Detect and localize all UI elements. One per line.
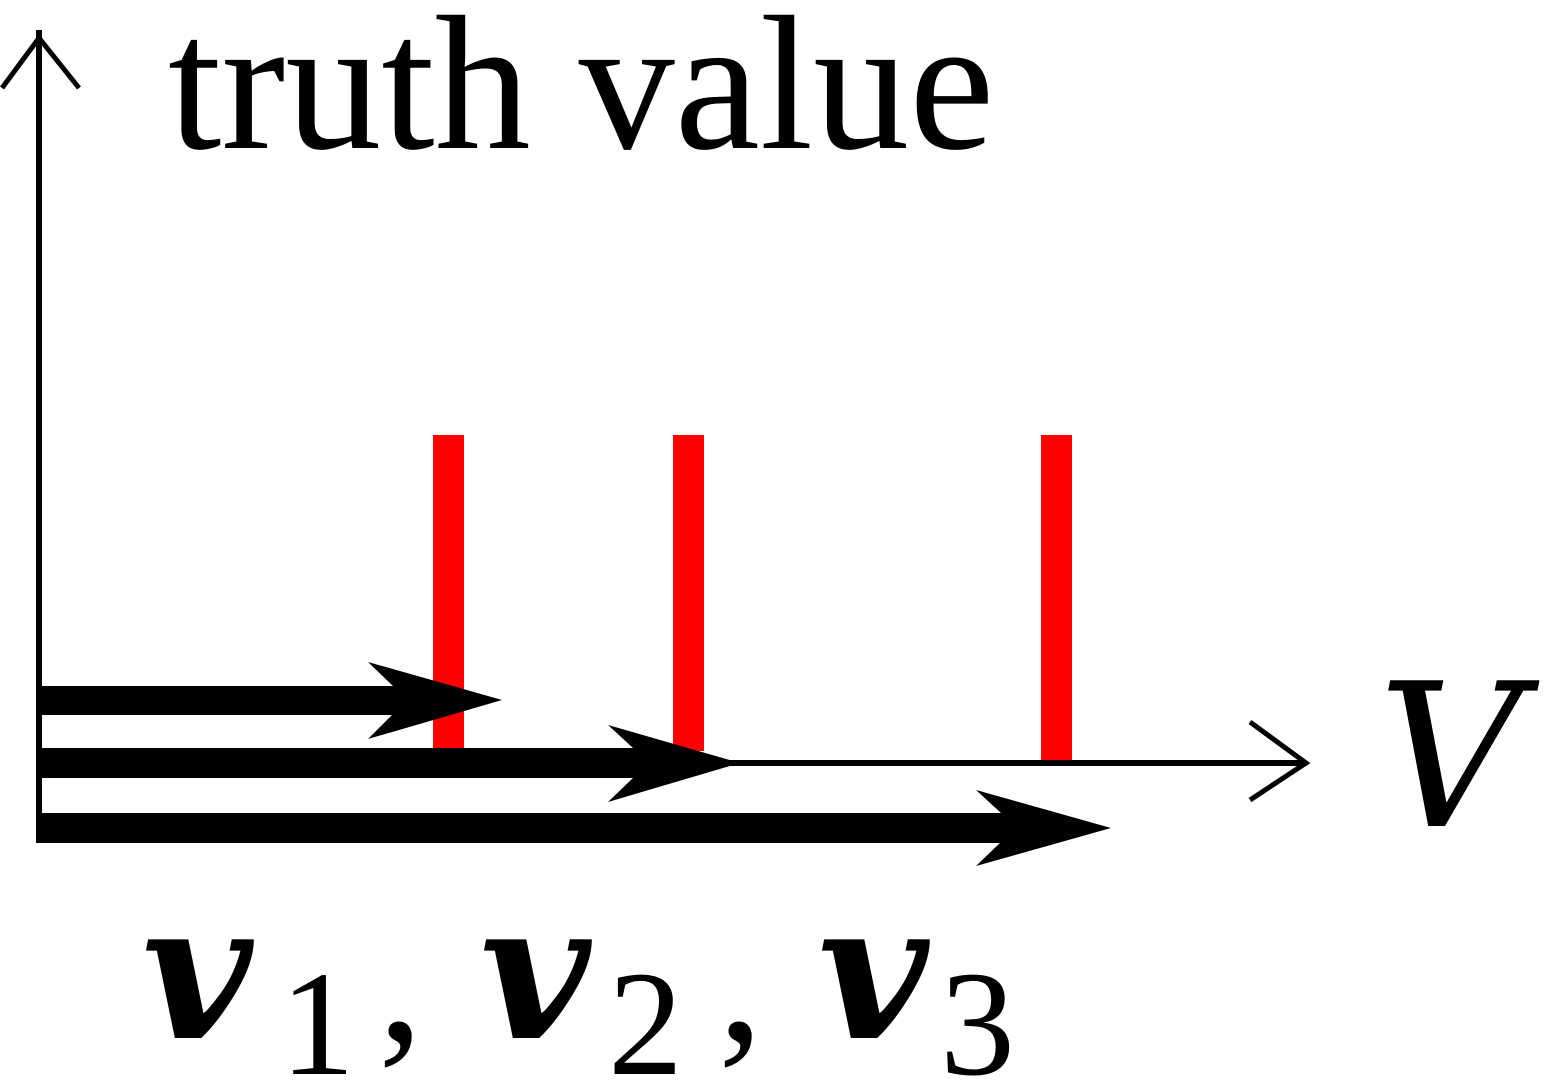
red-marker-3 <box>1041 435 1072 761</box>
vector-v2 <box>36 725 740 802</box>
vectors <box>36 662 1111 866</box>
vector-v2-shaft <box>36 748 676 778</box>
vector-v3-shaft <box>36 813 1046 843</box>
vector-v3 <box>36 790 1111 866</box>
caption-v3-letter: v <box>818 860 931 1083</box>
x-axis-arrowhead <box>1248 719 1311 803</box>
y-axis-arrowhead <box>0 33 81 90</box>
vector-v1 <box>36 662 502 739</box>
red-marker-2 <box>673 435 704 751</box>
vector-caption: v 1 , v 2 , v 3 <box>142 860 1015 1084</box>
caption-v2-letter: v <box>480 860 593 1083</box>
x-axis-label: V <box>1378 641 1540 874</box>
caption-v2-subscript: 2 <box>608 941 683 1084</box>
caption-comma-2: , <box>718 880 763 1079</box>
vector-v2-head <box>608 725 740 802</box>
x-axis <box>700 719 1311 803</box>
vector-v1-head <box>368 662 502 739</box>
vector-v1-shaft <box>36 686 436 715</box>
caption-v3-subscript: 3 <box>940 941 1015 1084</box>
caption-comma-1: , <box>378 880 423 1079</box>
red-markers <box>433 435 1072 761</box>
y-axis-label: truth value <box>168 0 994 190</box>
caption-v1-letter: v <box>142 860 255 1083</box>
vector-v3-head <box>976 790 1111 866</box>
caption-v1-subscript: 1 <box>280 941 355 1084</box>
